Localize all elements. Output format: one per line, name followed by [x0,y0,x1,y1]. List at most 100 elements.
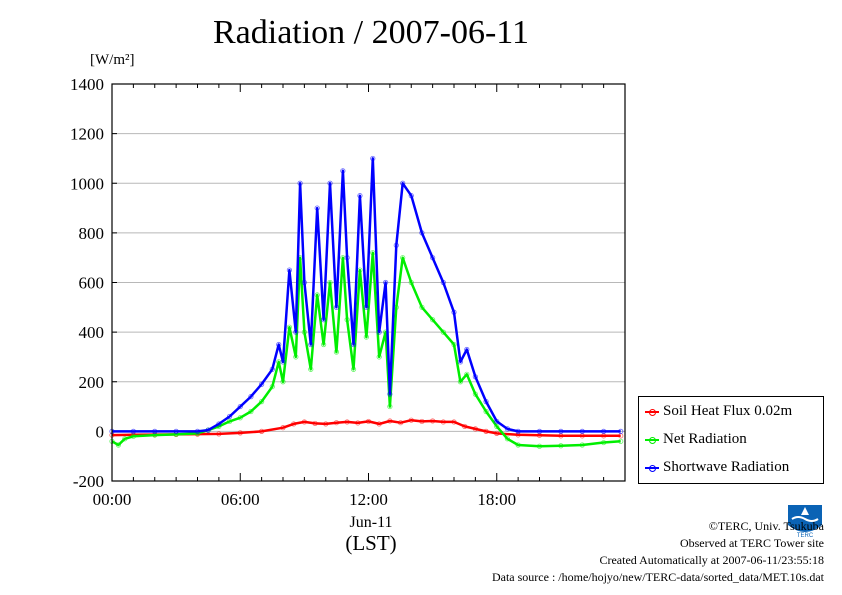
series-1-point-38 [430,317,436,323]
x-axis-label: Jun-11 (LST) [316,514,426,555]
legend-swatch-blue [645,464,659,472]
series-2-point-22 [333,304,340,310]
y-tick-label-2: 200 [79,373,105,392]
series-2-point-34 [408,193,414,199]
series-1-point-33 [387,403,393,410]
series-0-point-9 [291,421,297,427]
series-1-point-46 [504,436,511,442]
series-2-point-23 [340,168,346,174]
series-1-point-15 [280,379,286,385]
series-2-point-35 [419,230,425,236]
series-2-point-14 [286,267,293,273]
series-1-point-36 [408,279,414,286]
credits: ©TERC, Univ. Tsukuba Observed at TERC To… [492,518,824,586]
series-1-point-48 [536,443,543,449]
series-1-point-52 [618,438,624,444]
series-1-point-4 [152,432,158,438]
series-1-point-47 [515,442,521,448]
source-text: Data source : /home/hojyo/new/TERC-data/… [491,570,824,584]
y-tick-label-3: 400 [79,323,105,342]
series-1-point-12 [259,398,265,405]
series-0-point-16 [365,418,372,425]
site-text: Observed at TERC Tower site [679,536,824,550]
series-1-point-27 [350,366,357,372]
series-1-point-41 [457,379,464,385]
series-2-point-4 [194,428,201,434]
series-line-2 [112,157,621,433]
series-0-point-17 [376,421,382,427]
series-2-point-40 [464,346,470,353]
series-1-point-44 [483,408,489,415]
series-2-point-2 [152,428,158,434]
series-2-point-36 [430,255,436,261]
series-2-point-37 [440,279,446,286]
y-tick-label-6: 1000 [70,174,104,193]
series-0-point-7 [259,428,265,434]
series-0-point-26 [472,426,478,432]
series-2-point-45 [515,428,521,434]
series-2-point-1 [130,428,136,434]
chart-title: Radiation / 2007-06-11 [212,14,530,51]
series-2-point-43 [494,418,500,425]
series-1-point-17 [293,354,299,360]
copyright-text: ©TERC, Univ. Tsukuba [708,519,824,533]
series-2-point-13 [280,359,286,365]
series-0-point-20 [408,417,414,423]
series-2-point-27 [363,304,369,310]
series-1-point-13 [269,384,275,390]
series-2-point-41 [472,374,478,380]
series-2-point-26 [357,193,363,199]
series-2-point-6 [216,421,222,427]
series-1-point-9 [226,418,233,425]
series-2-point-15 [293,329,299,335]
series-2-point-21 [327,180,333,186]
series-0-point-22 [430,418,436,424]
series-2-point-12 [276,341,282,348]
series-0-point-25 [462,423,468,430]
terc-logo-icon: TERC [788,505,822,539]
series-2-point-3 [173,428,179,434]
series-2-point-39 [457,359,464,365]
y-tick-label-5: 800 [79,224,105,243]
series-2-point-30 [382,279,389,286]
series-2-point-28 [370,155,376,162]
series-2-point-32 [393,242,399,248]
series-0-point-18 [387,418,393,424]
y-tick-label-4: 600 [79,274,105,293]
series-2-point-31 [387,391,393,397]
series-0-point-13 [333,420,340,426]
series-0-point-8 [280,425,286,431]
series-1-point-49 [558,443,564,449]
series-0-point-15 [355,420,361,426]
series-2-point-44 [504,426,511,432]
y-tick-label-1: 0 [96,422,105,441]
series-1-point-39 [440,329,446,335]
series-1-point-35 [400,255,406,261]
series-0-point-23 [440,419,446,425]
y-tick-label-7: 1200 [70,125,104,144]
series-2-point-25 [350,341,357,348]
series-1-point-50 [579,442,585,448]
y-tick-label-8: 1400 [70,75,104,94]
series-0-point-27 [483,428,489,434]
y-tick-label-0: -200 [73,472,104,491]
created-text: Created Automatically at 2007-06-11/23:5… [599,553,824,567]
x-axis-timezone: (LST) [345,531,397,555]
series-1-point-24 [333,349,340,355]
series-2-point-11 [269,366,275,372]
legend-entry-soil-heat-flux: Soil Heat Flux 0.02m [645,401,792,421]
legend-swatch-green [645,436,659,444]
x-tick-label-0: 00:00 [93,490,132,509]
series-2-point-19 [314,205,320,211]
series-1-point-11 [248,408,254,415]
x-axis-date: Jun-11 [349,514,393,531]
series-0-point-21 [419,418,425,425]
x-tick-label-1: 06:00 [221,490,260,509]
series-0-point-12 [323,421,329,427]
legend-swatch-red [645,408,659,416]
series-2-point-47 [558,428,564,434]
x-tick-label-3: 18:00 [477,490,516,509]
series-2-point-8 [237,403,243,410]
series-1-point-16 [286,324,293,330]
